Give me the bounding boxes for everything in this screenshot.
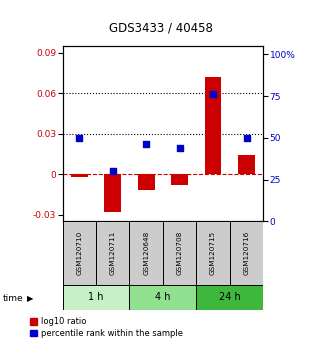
Bar (205, 77, 221, 174)
Bar (163, 221, 196, 285)
Text: GSM120715: GSM120715 (210, 231, 216, 275)
Point (110, 169, 115, 174)
Text: 4 h: 4 h (155, 292, 171, 302)
Text: GSM120710: GSM120710 (76, 231, 82, 275)
Bar (138, 174, 154, 190)
Text: GSM120648: GSM120648 (143, 231, 149, 275)
Text: time: time (3, 293, 24, 303)
Point (177, 145, 182, 151)
Text: GSM120711: GSM120711 (110, 231, 116, 275)
Bar (71, 174, 88, 177)
Bar (238, 155, 255, 174)
Bar (129, 221, 163, 285)
Bar (230, 221, 263, 285)
Bar (196, 221, 230, 285)
Point (77, 135, 82, 141)
Bar (171, 174, 188, 185)
Text: GDS3433 / 40458: GDS3433 / 40458 (108, 21, 213, 34)
Point (244, 135, 249, 141)
Text: GSM120708: GSM120708 (177, 231, 183, 275)
Text: GSM120716: GSM120716 (244, 231, 249, 275)
Point (143, 142, 149, 147)
Text: ▶: ▶ (27, 293, 34, 303)
Bar (63, 221, 96, 285)
Bar (63, 285, 129, 310)
Bar (104, 174, 121, 212)
Text: 24 h: 24 h (219, 292, 241, 302)
Bar (196, 285, 263, 310)
Point (211, 92, 216, 97)
Bar (129, 285, 196, 310)
Text: 1 h: 1 h (88, 292, 104, 302)
Legend: log10 ratio, percentile rank within the sample: log10 ratio, percentile rank within the … (30, 318, 183, 338)
Bar (96, 221, 129, 285)
